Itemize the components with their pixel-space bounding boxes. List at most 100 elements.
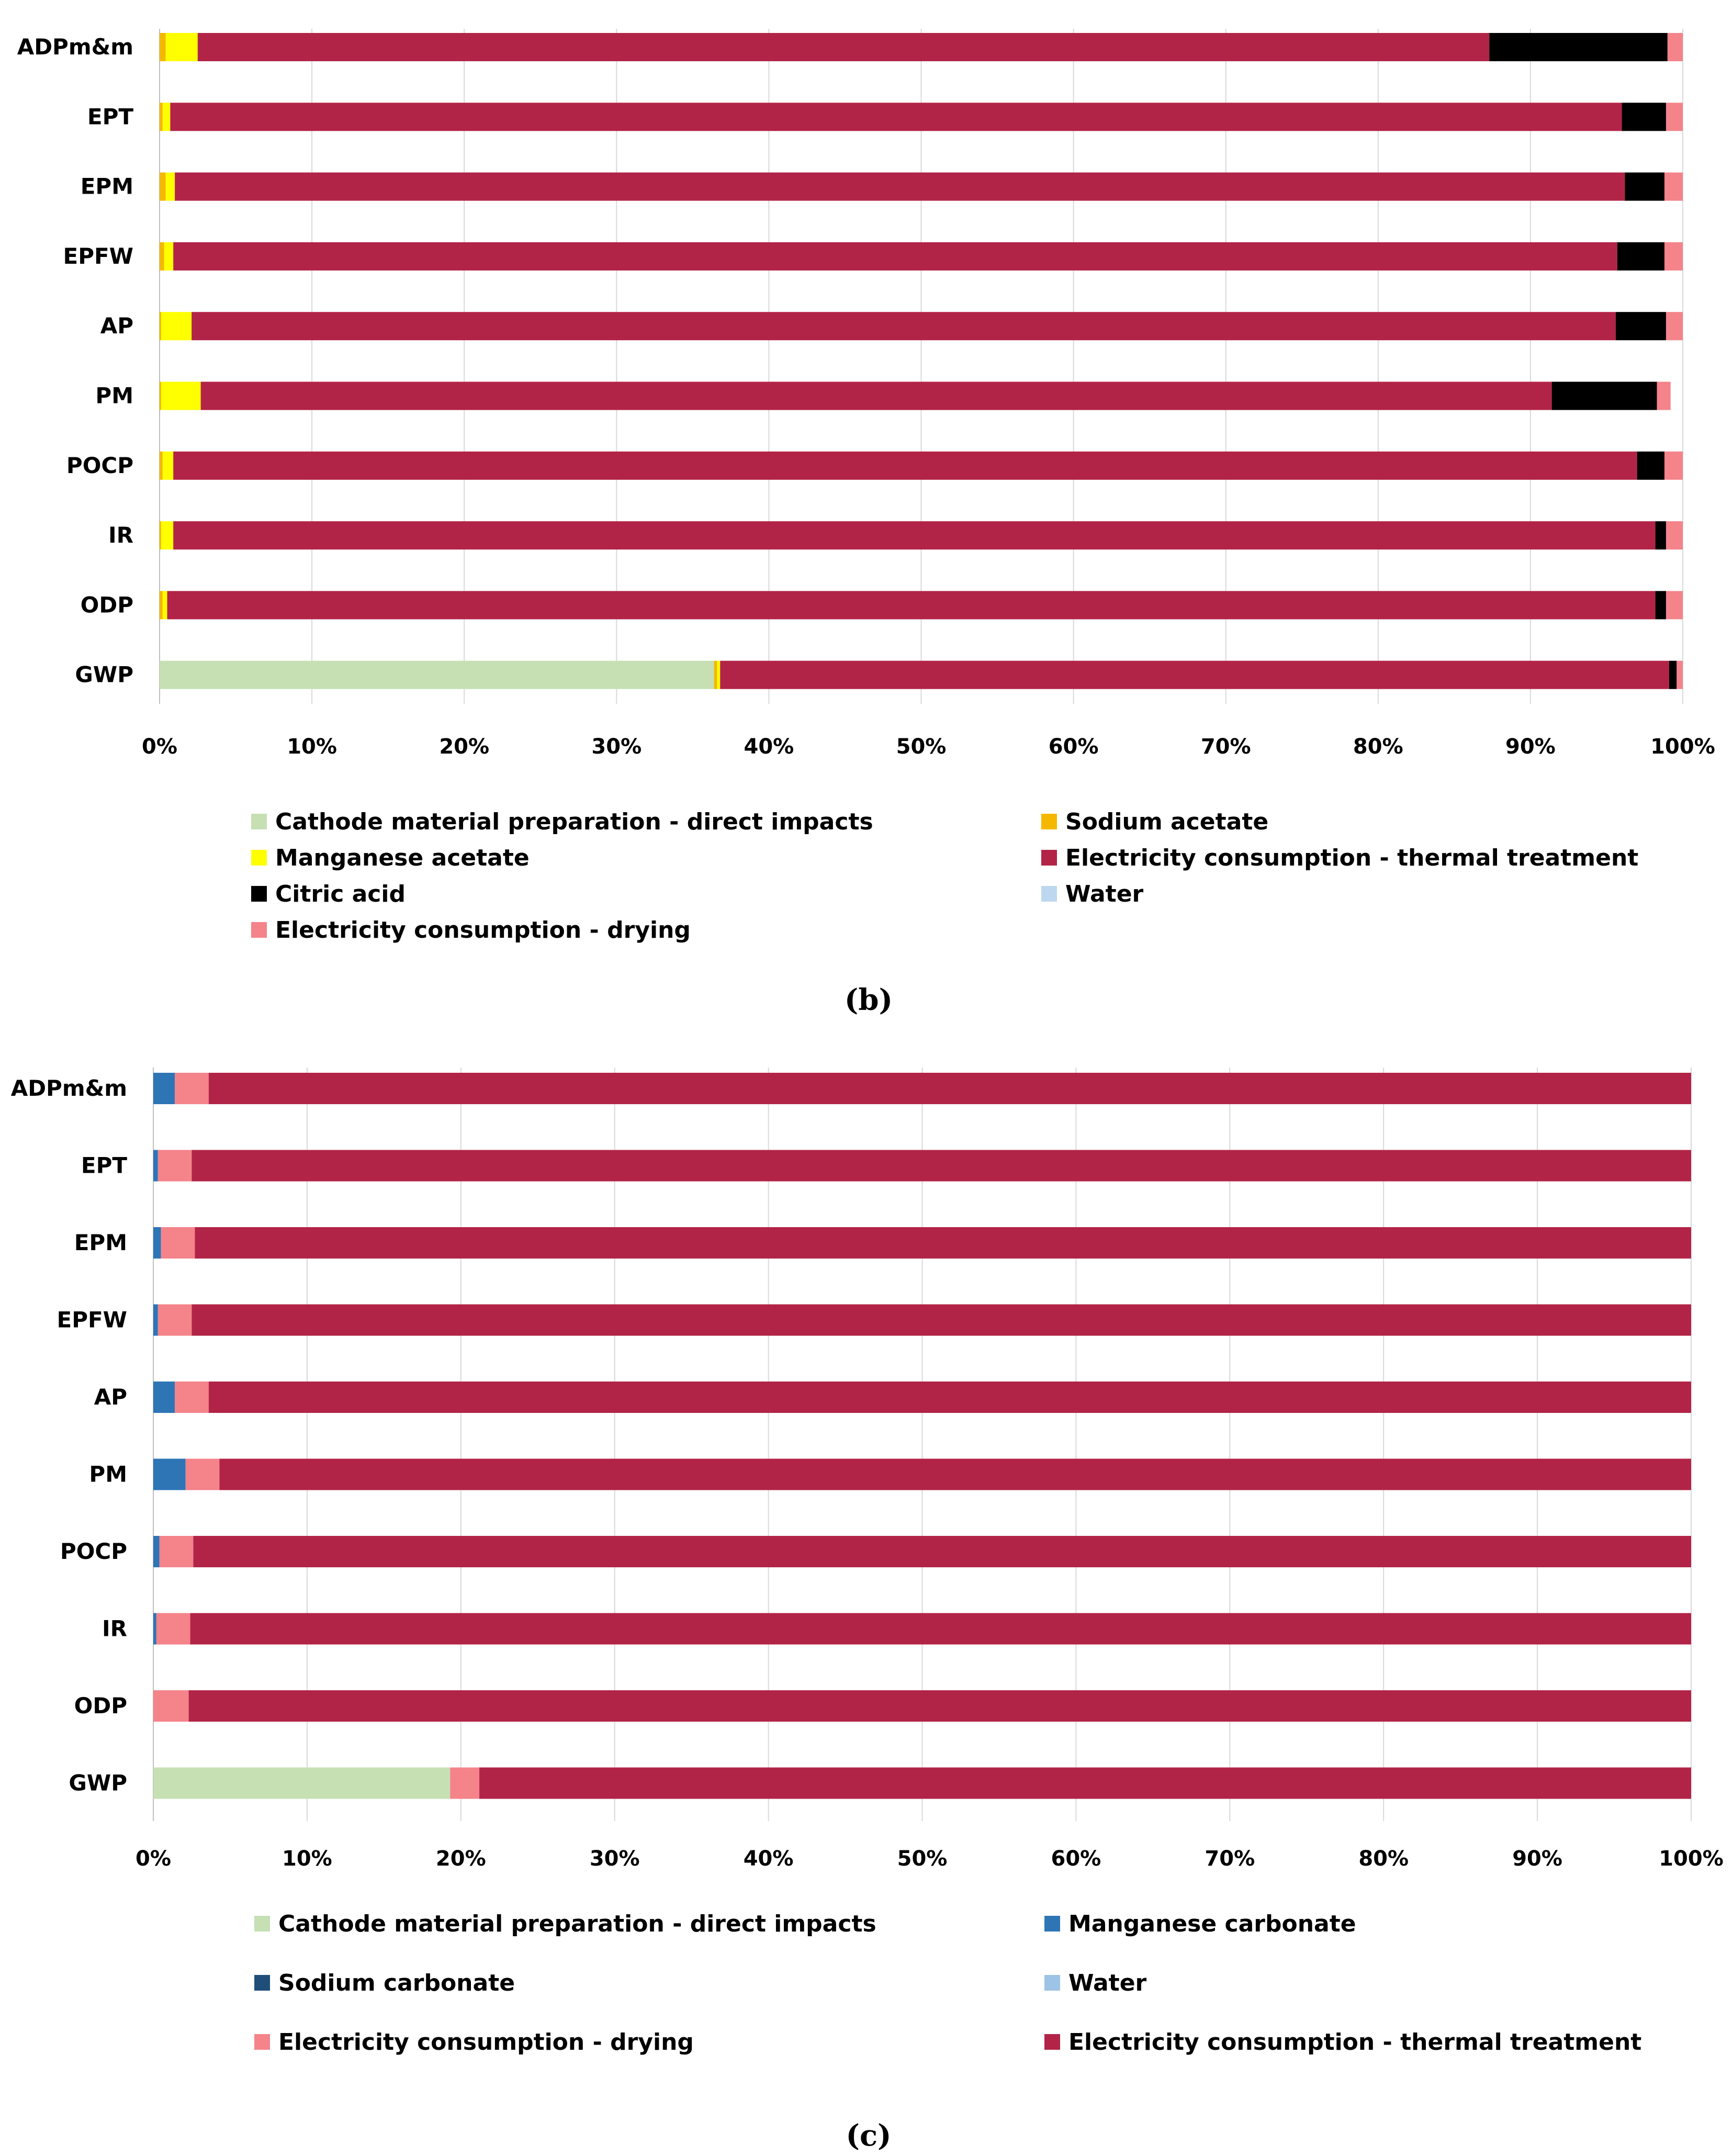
bar-segment-electricity-consumption-thermal-treatment-gwp <box>720 660 1669 689</box>
bar-segment-electricity-consumption-drying-adpmandm <box>175 1073 209 1104</box>
category-label: POCP <box>60 1539 127 1564</box>
panel-caption-c: (c) <box>846 2118 891 2153</box>
bar-segment-electricity-consumption-drying-epm <box>161 1227 195 1259</box>
legend-swatch-manganese-carbonate <box>1044 1916 1060 1932</box>
legend-swatch-manganese-acetate <box>251 850 267 866</box>
category-label: ADPm&m <box>17 34 133 60</box>
legend-label-sodium-acetate: Sodium acetate <box>1065 808 1268 835</box>
bar-segment-citric-acid-pm <box>1551 381 1657 410</box>
bar-segment-electricity-consumption-thermal-treatment-epfw <box>192 1304 1691 1336</box>
bar-segment-sodium-acetate-gwp <box>714 660 717 689</box>
bar-segment-citric-acid-adpmandm <box>1489 33 1668 61</box>
x-tick-label: 80% <box>1353 735 1403 759</box>
bar-segment-manganese-carbonate-ap <box>153 1382 175 1413</box>
x-tick-label: 10% <box>287 735 337 759</box>
category-label: EPFW <box>57 1307 128 1333</box>
bar-segment-electricity-consumption-drying-gwp <box>1676 660 1683 689</box>
bar-segment-electricity-consumption-drying-pm <box>185 1458 220 1490</box>
legend-swatch-cathode-material-preparation-direct-impacts <box>251 814 267 829</box>
bar-segment-citric-acid-ap <box>1615 312 1666 341</box>
category-label: GWP <box>75 662 133 688</box>
x-tick-label: 70% <box>1205 1847 1255 1871</box>
bar-segment-electricity-consumption-thermal-treatment-pm <box>219 1458 1692 1490</box>
chart-c: ADPm&m EPT EPM EPFW AP PM POCP IR ODP GWP 0% 10% 20%… <box>11 1068 1724 2153</box>
legend-swatch-water <box>1044 1975 1060 1991</box>
category-label: EPM <box>74 1230 127 1255</box>
bar-segment-electricity-consumption-drying-ept <box>157 1150 192 1182</box>
bar-segment-manganese-acetate-pocp <box>162 451 174 480</box>
category-label: IR <box>108 522 133 548</box>
bar-segment-electricity-consumption-thermal-treatment-ap <box>192 312 1616 341</box>
category-label: EPT <box>81 1153 127 1178</box>
legend-label-manganese-acetate: Manganese acetate <box>275 845 530 871</box>
x-tick-label: 90% <box>1505 735 1556 759</box>
bar-segment-electricity-consumption-drying-ir <box>1666 521 1683 550</box>
x-tick-label: 30% <box>591 735 642 759</box>
category-label: EPFW <box>63 243 134 269</box>
legend-swatch-electricity-consumption-drying <box>254 2034 270 2050</box>
category-label: EPM <box>81 174 133 199</box>
legend-label-electricity-consumption-drying: Electricity consumption - drying <box>278 2029 694 2056</box>
x-tick-label: 30% <box>590 1847 640 1871</box>
bar-segment-electricity-consumption-drying-pm <box>1657 381 1671 410</box>
bar-segment-sodium-acetate-pm <box>160 381 161 410</box>
bar-segment-electricity-consumption-thermal-treatment-ir <box>173 521 1656 550</box>
bar-segment-manganese-acetate-pm <box>161 381 201 410</box>
bar-segment-manganese-carbonate-ir <box>153 1613 156 1645</box>
bar-segment-manganese-carbonate-pm <box>153 1458 186 1490</box>
bar-segment-electricity-consumption-drying-ap <box>175 1382 209 1413</box>
legend-label-electricity-consumption-drying: Electricity consumption - drying <box>275 917 691 944</box>
bar-segment-electricity-consumption-drying-odp <box>1666 591 1683 620</box>
bar-segment-citric-acid-pocp <box>1637 451 1665 480</box>
category-label: ODP <box>74 1693 127 1719</box>
legend-label-electricity-consumption-thermal-treatment: Electricity consumption - thermal treatm… <box>1065 845 1638 871</box>
bar-segment-manganese-acetate-epfw <box>164 242 174 271</box>
bar-segment-citric-acid-ir <box>1655 521 1666 550</box>
bar-segment-electricity-consumption-drying-gwp <box>450 1767 480 1799</box>
category-label: AP <box>94 1384 127 1410</box>
bar-segment-electricity-consumption-drying-epfw <box>157 1304 192 1336</box>
bar-segment-electricity-consumption-thermal-treatment-epfw <box>173 242 1617 271</box>
bar-segment-manganese-carbonate-epfw <box>153 1304 158 1336</box>
bar-segment-sodium-acetate-epm <box>160 172 166 201</box>
bar-segment-sodium-acetate-odp <box>160 591 163 620</box>
chart-b: ADPm&m EPT EPM EPFW AP PM POCP IR ODP GWP 0% 10% 20%… <box>17 29 1715 1017</box>
legend-swatch-cathode-material-preparation-direct-impacts <box>254 1916 270 1932</box>
legend-swatch-electricity-consumption-drying <box>251 922 267 938</box>
bar-segment-citric-acid-odp <box>1655 591 1666 620</box>
x-tick-label: 40% <box>744 1847 794 1871</box>
category-label: POCP <box>66 453 133 478</box>
bar-segment-manganese-acetate-epm <box>165 172 175 201</box>
category-label: PM <box>89 1462 127 1487</box>
bar-segment-manganese-acetate-adpmandm <box>165 33 198 61</box>
bar-segment-electricity-consumption-drying-pocp <box>159 1536 194 1567</box>
bar-segment-electricity-consumption-thermal-treatment-ir <box>190 1613 1691 1645</box>
bar-segment-sodium-acetate-ept <box>160 103 163 131</box>
x-tick-label: 50% <box>897 1847 948 1871</box>
legend-label-electricity-consumption-thermal-treatment: Electricity consumption - thermal treatm… <box>1068 2029 1641 2056</box>
x-tick-label: 0% <box>136 1847 171 1871</box>
bar-segment-electricity-consumption-thermal-treatment-pocp <box>173 451 1637 480</box>
bar-segment-citric-acid-epm <box>1625 172 1665 201</box>
x-tick-label: 90% <box>1512 1847 1562 1871</box>
bar-segment-sodium-acetate-ap <box>160 312 161 341</box>
x-tick-label: 20% <box>439 735 489 759</box>
bar-segment-electricity-consumption-thermal-treatment-ept <box>192 1150 1691 1182</box>
bar-segment-citric-acid-ept <box>1622 103 1666 131</box>
bar-segment-electricity-consumption-drying-ept <box>1666 103 1683 131</box>
bar-segment-sodium-acetate-ir <box>160 521 161 550</box>
legend-label-water: Water <box>1065 881 1144 907</box>
bar-segment-electricity-consumption-thermal-treatment-ap <box>208 1382 1692 1413</box>
x-tick-label: 50% <box>896 735 947 759</box>
bar-segment-electricity-consumption-thermal-treatment-ept <box>170 103 1622 131</box>
legend-swatch-water <box>1041 886 1057 902</box>
x-tick-label: 60% <box>1051 1847 1101 1871</box>
panel-caption-b: (b) <box>845 983 893 1017</box>
legend-swatch-electricity-consumption-thermal-treatment <box>1044 2034 1060 2050</box>
bar-segment-manganese-acetate-gwp <box>717 660 721 689</box>
bar-segment-cathode-material-preparation-direct-impacts-gwp <box>160 660 714 689</box>
legend-label-cathode-material-preparation-direct-impacts: Cathode material preparation - direct im… <box>275 808 873 835</box>
bar-segment-electricity-consumption-thermal-treatment-odp <box>167 591 1656 620</box>
bar-segment-electricity-consumption-thermal-treatment-odp <box>188 1690 1692 1722</box>
